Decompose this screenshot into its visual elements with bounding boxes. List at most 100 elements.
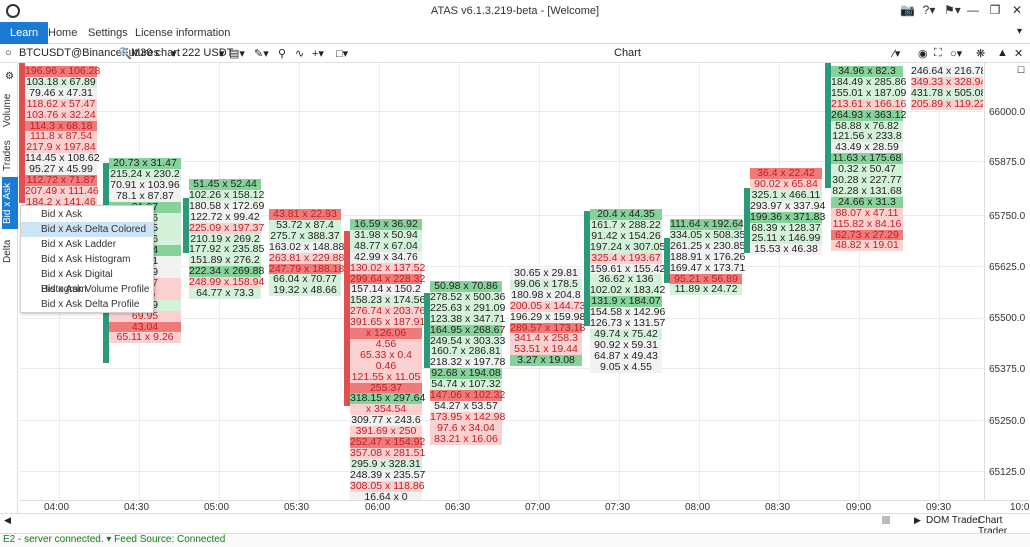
flag-icon[interactable]: ⚑▾ [944, 3, 961, 17]
scroll-thumb[interactable] [882, 516, 890, 524]
footprint-cell: 391.65 x 187.91 [350, 316, 426, 329]
time-label: 08:30 [765, 502, 791, 513]
footprint-cell: 62.73 x 27.29 [831, 229, 903, 241]
footprint-cell: 83.21 x 16.06 [430, 433, 502, 445]
search-icon[interactable]: 🔍 [118, 48, 132, 60]
menu-item-bid-x-ask[interactable]: Bid x Ask [41, 209, 83, 220]
timeframe-selector[interactable]: M30 chart [131, 47, 180, 59]
chart-scrollbar[interactable]: ◀ ▶ DOM Trader Chart Trader [0, 513, 1030, 537]
price-label: 65125.0 [989, 467, 1026, 478]
menu-item-bid-x-ask-delta-profile[interactable]: Bid x Ask Delta Profile [41, 299, 140, 310]
settings-icon[interactable]: ❋ [976, 48, 986, 60]
chart-type-selector[interactable]: 222 USDT [182, 47, 234, 59]
footprint-cell: 114.45 x 108.62 [25, 152, 100, 165]
tab-home[interactable]: Home [48, 27, 78, 39]
footprint-cell: 248.99 x 158.94 [189, 276, 265, 289]
sidebar-tab-trades[interactable]: Trades [2, 140, 13, 172]
footprint-cell: 34.96 x 82.3 [831, 66, 903, 77]
footprint-cell: 43.81 x 22.93 [269, 209, 341, 220]
gear-icon[interactable]: ⚙ [5, 71, 14, 82]
dom-trader-tab[interactable]: DOM Trader [926, 515, 982, 526]
menu-item-bid-x-ask-ladder[interactable]: Bid x Ask Ladder [41, 239, 117, 250]
minimize-icon[interactable]: — [967, 3, 979, 17]
footprint-cell: 205.89 x 119.22 [911, 97, 983, 110]
footprint-cell: 200.05 x 144.73 [510, 299, 586, 312]
symbol-selector[interactable]: BTCUSDT@BinanceFutures [19, 47, 160, 59]
footprint-cell: 263.81 x 229.88 [269, 251, 345, 264]
close-chart-icon[interactable]: ✕ [1014, 48, 1024, 60]
indicators-icon[interactable]: ∿ [295, 48, 305, 60]
footprint-cell: 69.95 [109, 310, 181, 322]
footprint-cell: 49.74 x 75.42 [590, 328, 662, 340]
footprint-cell: 188.91 x 176.26 [670, 250, 746, 263]
footprint-cell: 158.23 x 174.56 [350, 294, 426, 307]
footprint-cell: 90.02 x 65.84 [750, 178, 822, 190]
price-label: 65625.0 [989, 262, 1026, 273]
scroll-left-icon[interactable]: ◀ [4, 515, 11, 525]
chevron-down-icon[interactable]: ▾ [219, 48, 225, 60]
price-scale[interactable]: ☐ 66000.0 65875.0 65750.0 65625.0 65500.0 653… [984, 63, 1030, 500]
time-label: 05:00 [204, 502, 230, 513]
footprint-cell: 30.28 x 227.77 [831, 174, 903, 186]
footprint-cell: 123.38 x 347.71 [430, 312, 506, 325]
footprint-cell: 151.89 x 276.2 [189, 254, 261, 267]
footprint-cell: 111.64 x 192.64 [670, 218, 744, 230]
price-label: 65500.0 [989, 313, 1026, 324]
footprint-cell: 19.32 x 48.66 [269, 285, 341, 297]
footprint-cell: 53.51 x 19.44 [510, 344, 582, 356]
menu-item-bid-x-ask-histogram[interactable]: Bid x Ask Histogram [41, 254, 131, 265]
footprint-cell: 246.64 x 216.78 [911, 65, 983, 77]
footprint-cell: 48.82 x 19.01 [831, 240, 903, 252]
time-scale[interactable]: 04:00 04:30 05:00 05:30 06:00 06:30 07:00 07:30… [19, 500, 1030, 513]
sidebar-tab-bid-x-ask[interactable]: Bid x Ask [2, 177, 18, 229]
footprint-cell: 88.07 x 47.11 [831, 207, 903, 219]
scale-settings-icon[interactable]: ☐ [1017, 65, 1026, 75]
footprint-cell: 154.58 x 142.96 [590, 306, 666, 319]
footprint-cell: 68.39 x 128.37 [750, 221, 822, 234]
tab-settings[interactable]: Settings [88, 27, 128, 39]
menu-item-bid-x-ask-delta-colored[interactable]: Bid x Ask Delta Colored [21, 222, 153, 237]
chart-trader-tab[interactable]: Chart Trader [978, 515, 1008, 537]
footprint-cell: 103.76 x 32.24 [25, 108, 97, 121]
footprint-chart[interactable]: 196.96 x 106.28 103.18 x 67.89 79.46 x 47.… [19, 63, 983, 500]
title-bar: ATAS v6.1.3.219-beta - [Welcome] 📷 ?▾ ⚑▾… [0, 0, 1030, 22]
footprint-cell: 95.21 x 56.89 [670, 273, 742, 285]
sidebar-tab-volume[interactable]: Volume [2, 93, 13, 127]
template-icon[interactable]: ▤▾ [229, 48, 245, 60]
chevron-down-icon[interactable]: ▾ [171, 48, 177, 60]
crosshair-icon[interactable]: +▾ [312, 48, 324, 60]
pin-icon[interactable]: ▲ [997, 47, 1008, 59]
sidebar-tab-delta[interactable]: Delta [2, 239, 13, 263]
help-icon[interactable]: ?▾ [922, 3, 936, 17]
footprint-cell: 11.89 x 24.72 [670, 284, 742, 296]
scroll-right-icon[interactable]: ▶ [914, 515, 921, 525]
zoom-icon[interactable]: ⚲ [278, 48, 287, 60]
menu-item-bid-x-ask-volume-profile[interactable]: Bid x Ask Volume Profile [41, 284, 150, 295]
chevron-down-icon[interactable]: ▾ [1016, 26, 1022, 37]
footprint-cell: 157.14 x 150.2 [350, 283, 422, 296]
footprint-cell: 131.9 x 184.07 [590, 295, 662, 308]
layout-icon[interactable]: □▾ [336, 48, 349, 60]
footprint-cell: 197.24 x 307.05 [590, 240, 666, 253]
pencil-icon[interactable]: ✎▾ [254, 48, 269, 60]
close-icon[interactable]: ✕ [1011, 3, 1023, 17]
time-label: 09:30 [926, 502, 952, 513]
footprint-cell: 43.49 x 28.59 [831, 142, 903, 154]
restore-icon[interactable]: ❐ [989, 3, 1001, 17]
cursor-mode-icon[interactable]: ∕▾ [893, 48, 901, 60]
footprint-cell: 115.82 x 84.16 [831, 217, 903, 230]
tab-learn[interactable]: Learn [0, 22, 49, 44]
tab-license[interactable]: License information [135, 27, 231, 39]
price-label: 66000.0 [989, 107, 1026, 118]
grid-line [939, 63, 940, 500]
fullscreen-icon[interactable]: ⛶ [934, 47, 942, 59]
camera-icon[interactable]: 📷 [900, 3, 915, 17]
footprint-cell: 66.04 x 70.77 [269, 274, 341, 286]
menu-item-bid-x-ask-digital-histogram[interactable]: Bid x Ask Digital Histogram [41, 269, 113, 295]
theme-icon[interactable]: ○▾ [950, 48, 963, 60]
footprint-cell: 51.45 x 52.44 [189, 179, 261, 190]
footprint-cell: 53.72 x 87.4 [269, 219, 341, 231]
screenshot-icon[interactable]: ◉ [918, 48, 928, 60]
footprint-cell: 276.74 x 203.76 [350, 305, 426, 318]
footprint-cell: 9.05 x 4.55 [590, 361, 662, 373]
